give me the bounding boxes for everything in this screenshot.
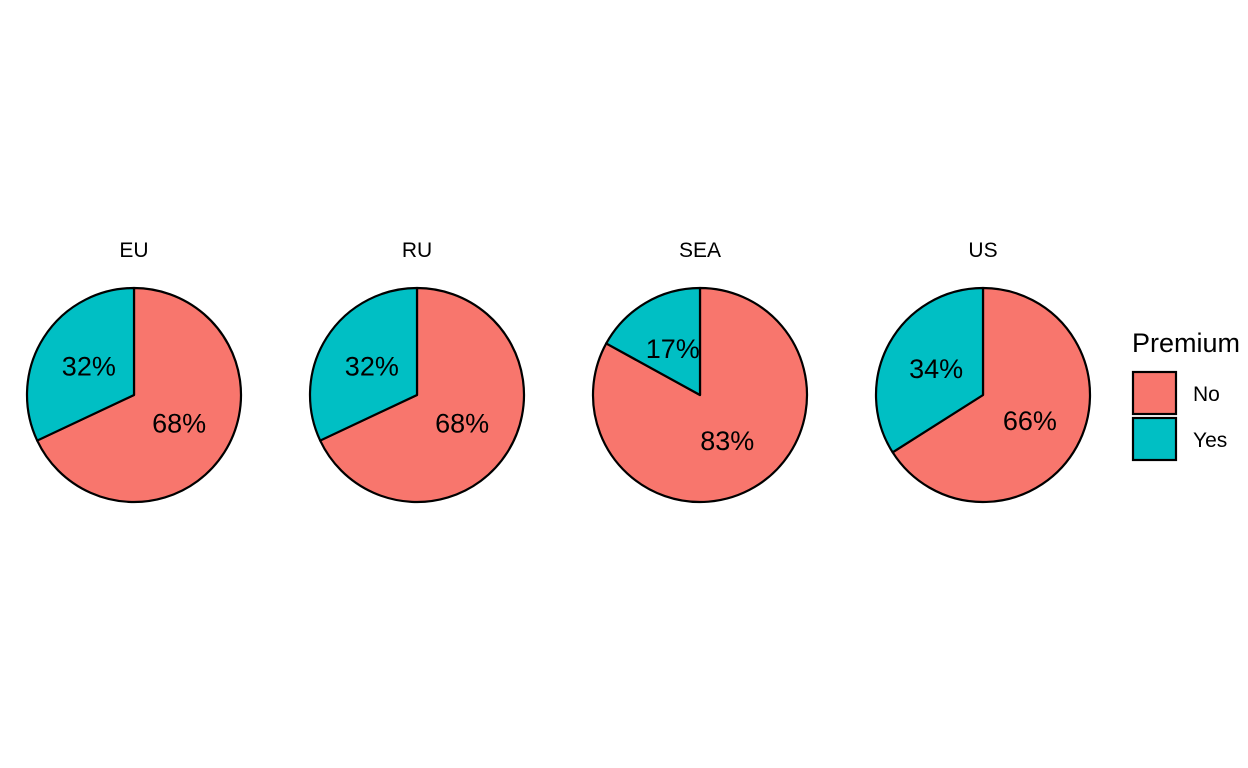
legend-label-no: No xyxy=(1193,383,1220,406)
facet-title-eu: EU xyxy=(119,239,148,262)
legend-title: Premium xyxy=(1132,328,1240,358)
pie-facet-us: US 66% 34% xyxy=(874,239,1092,504)
facet-title-sea: SEA xyxy=(679,239,721,262)
pie-slice-us-yes xyxy=(874,286,985,454)
slice-label-sea-no: 83% xyxy=(700,426,754,456)
pie-facet-sea: SEA 83% 17% xyxy=(591,239,809,504)
pie-slice-eu-yes xyxy=(25,286,136,442)
legend-swatch-yes xyxy=(1131,416,1178,462)
slice-label-eu-yes: 32% xyxy=(62,351,116,381)
slice-label-us-no: 66% xyxy=(1003,406,1057,436)
pie-facet-ru: RU 68% 32% xyxy=(308,239,526,504)
facet-title-ru: RU xyxy=(402,239,432,262)
legend-swatch-no xyxy=(1131,370,1178,416)
slice-label-sea-yes: 17% xyxy=(646,334,700,364)
slice-label-us-yes: 34% xyxy=(909,354,963,384)
slice-label-ru-no: 68% xyxy=(435,409,489,439)
pie-slice-eu-no xyxy=(36,286,243,504)
facet-title-us: US xyxy=(968,239,997,262)
pie-facet-eu: EU 68% 32% xyxy=(25,239,243,504)
pie-slice-sea-yes xyxy=(605,286,702,397)
pie-slice-ru-yes xyxy=(308,286,419,442)
legend-label-yes: Yes xyxy=(1193,429,1227,452)
pie-slice-ru-no xyxy=(319,286,526,504)
legend: Premium No Yes xyxy=(1131,328,1240,462)
pie-slice-us-no xyxy=(891,286,1092,504)
slice-label-ru-yes: 32% xyxy=(345,351,399,381)
slice-label-eu-no: 68% xyxy=(152,409,206,439)
facets-layer: EU 68% 32% RU 68% 32% SEA 83% 17% US 66% 34% xyxy=(25,239,1092,504)
